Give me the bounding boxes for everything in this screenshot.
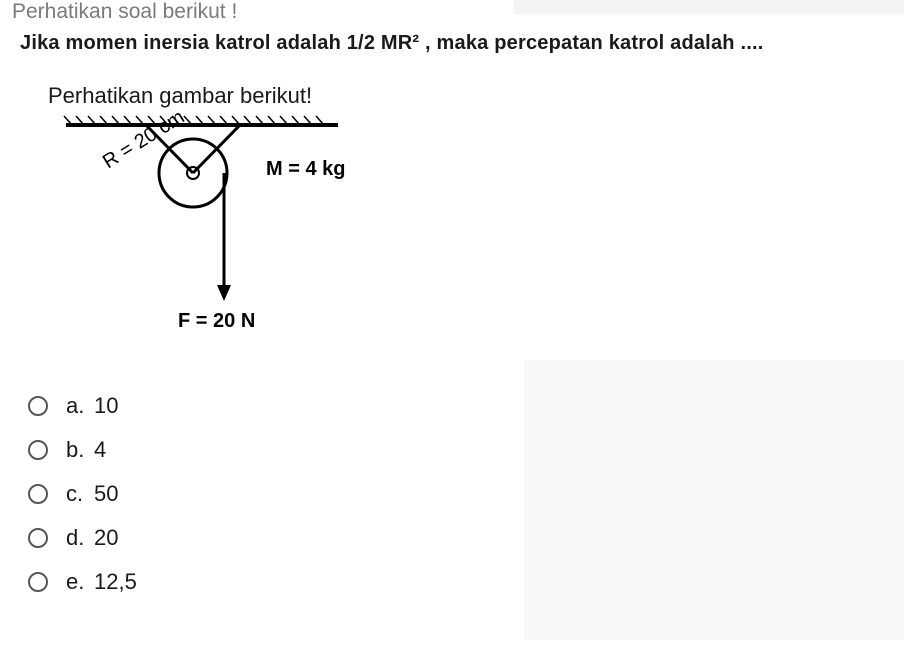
svg-text:M = 4 kg: M = 4 kg: [266, 158, 345, 180]
option-value: 10: [94, 393, 118, 419]
option-letter: e.: [66, 569, 94, 595]
radio-icon[interactable]: [28, 396, 48, 416]
option-value: 4: [94, 437, 106, 463]
radio-icon[interactable]: [28, 440, 48, 460]
option-letter: c.: [66, 481, 94, 507]
radio-icon[interactable]: [28, 528, 48, 548]
option-letter: a.: [66, 393, 94, 419]
decorative-gray-mid: [524, 360, 904, 640]
pulley-svg: R = 20 cmM = 4 kgF = 20 N: [48, 113, 408, 343]
pulley-diagram: R = 20 cmM = 4 kgF = 20 N: [48, 113, 408, 343]
option-value: 12,5: [94, 569, 137, 595]
decorative-gray-top: [514, 0, 904, 14]
option-letter: b.: [66, 437, 94, 463]
figure-caption: Perhatikan gambar berikut!: [48, 83, 468, 109]
figure-area: Perhatikan gambar berikut! R = 20 cmM = …: [48, 83, 468, 343]
svg-text:F = 20 N: F = 20 N: [178, 310, 255, 332]
radio-icon[interactable]: [28, 572, 48, 592]
option-value: 50: [94, 481, 118, 507]
radio-icon[interactable]: [28, 484, 48, 504]
option-value: 20: [94, 525, 118, 551]
option-letter: d.: [66, 525, 94, 551]
question-text: Jika momen inersia katrol adalah 1/2 MR²…: [0, 28, 904, 55]
